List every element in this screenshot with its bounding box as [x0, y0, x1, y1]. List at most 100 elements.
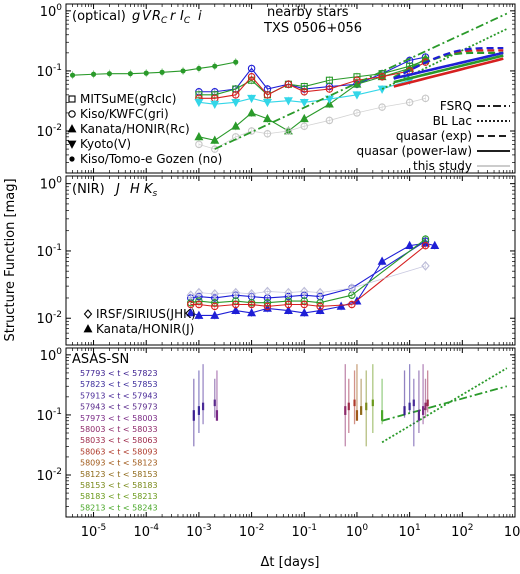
data-point: [300, 286, 309, 297]
model-legend-item: quasar (exp): [396, 129, 472, 143]
data-point: [127, 71, 133, 77]
series-nir-4: [186, 261, 430, 301]
panel-frame-asassn: [65, 347, 516, 518]
mjd-range-label: 57913 < t < 57943: [80, 391, 158, 400]
panel-frame-nir: [65, 175, 516, 346]
data-point: [247, 289, 256, 299]
data-point: [231, 305, 241, 314]
y-tick-label: 100: [40, 176, 63, 193]
data-point: [262, 98, 272, 108]
mjd-range-label: 57943 < t < 57973: [80, 403, 158, 412]
band-5: i: [198, 9, 202, 24]
data-point: [210, 310, 220, 319]
nir-header: (NIR) J H Ks: [72, 182, 158, 199]
panel-frame-optical: [65, 3, 516, 174]
data-point: [421, 94, 430, 103]
data-point: [231, 287, 240, 298]
series-nir-1: [186, 238, 440, 320]
data-point: [284, 127, 293, 135]
x-tick-labels: 10-5 10-4 10-3 10-2 10-1 100 101 102 103: [81, 523, 520, 540]
series-line: [198, 97, 426, 150]
data-point: [325, 76, 333, 84]
quasar-pl-blue: [393, 51, 504, 80]
data-point: [69, 72, 76, 78]
data-point: [195, 140, 203, 149]
data-point: [347, 283, 357, 293]
data-point: [299, 98, 309, 108]
quasar-pl-red: [393, 57, 504, 88]
data-point: [352, 91, 362, 100]
data-point: [159, 69, 165, 75]
series-line: [190, 265, 426, 296]
legend-item: MITSuME(gRcIc): [80, 92, 176, 106]
data-point: [284, 300, 293, 309]
x-tick-label: 10-5: [81, 523, 107, 540]
data-point: [231, 121, 241, 130]
quasar-exp-blue: [393, 46, 504, 80]
nir-band-0: J: [113, 182, 120, 197]
asassn-bllac-line: [381, 367, 508, 444]
data-point: [377, 85, 387, 94]
mjd-range-label: 57823 < t < 57853: [80, 380, 158, 389]
series-optical-0: [69, 58, 239, 80]
legend-marker: [67, 124, 77, 133]
data-point: [194, 98, 204, 108]
band-4: IC: [180, 9, 191, 26]
fsrq-model-line: [214, 12, 508, 150]
band-0: g: [132, 9, 140, 24]
data-point: [300, 300, 309, 309]
data-point: [247, 94, 257, 104]
data-point: [284, 80, 293, 89]
x-tick-label: 10-2: [239, 523, 265, 540]
data-point: [300, 122, 309, 130]
data-point: [299, 308, 309, 317]
model-curves: [214, 12, 508, 150]
legend-item: Kiso/Tomo-e Gozen (no): [80, 152, 222, 166]
data-point: [324, 95, 334, 104]
data-point: [377, 256, 387, 265]
data-point: [378, 103, 386, 111]
data-point: [247, 64, 256, 73]
y-tick-label: 10-2: [36, 467, 62, 484]
series-nir-3: [186, 241, 430, 311]
model-legend-item: BL Lac: [433, 114, 472, 128]
x-tick-label: 102: [451, 523, 473, 540]
nir-band-2: Ks: [144, 182, 158, 199]
asassn-label: ASAS-SN: [72, 352, 129, 367]
band-2: RC: [152, 9, 168, 26]
band-1: V: [142, 9, 152, 24]
legend-item: Kanata/HONIR(Rc): [80, 122, 190, 136]
x-tick-label: 10-1: [292, 523, 318, 540]
data-point: [247, 308, 257, 317]
data-point: [263, 130, 272, 138]
data-point: [405, 98, 414, 107]
data-point: [316, 302, 324, 311]
data-point: [143, 70, 149, 76]
x-tick-label: 101: [398, 523, 420, 540]
mjd-range-label: 58063 < t < 58093: [80, 447, 158, 456]
data-point: [212, 63, 218, 69]
y-tick-label: 10-1: [36, 243, 62, 260]
data-point: [300, 88, 309, 96]
nir-instrument-legend: IRSF/SIRIUS(JHK)Kanata/HONIR(J): [83, 307, 196, 336]
data-point: [195, 300, 203, 309]
data-point: [210, 100, 220, 109]
asassn-content: [192, 364, 508, 447]
series-nir-0: [186, 237, 430, 302]
nir-band-1: H: [130, 182, 140, 197]
model-legend-item: FSRQ: [440, 99, 472, 113]
mjd-range-label: 58003 < t < 58033: [80, 425, 158, 434]
data-point: [283, 305, 293, 314]
series-line: [72, 61, 236, 76]
mjd-range-label: 57973 < t < 58003: [80, 414, 158, 423]
data-point: [378, 72, 386, 81]
series-optical-4: [195, 58, 430, 103]
mjd-range-label: 57793 < t < 57823: [80, 369, 158, 378]
data-point: [247, 300, 256, 309]
data-point: [263, 91, 272, 99]
band-3: r: [170, 9, 177, 24]
data-point: [325, 85, 334, 93]
y-tick-label: 100: [40, 347, 63, 364]
